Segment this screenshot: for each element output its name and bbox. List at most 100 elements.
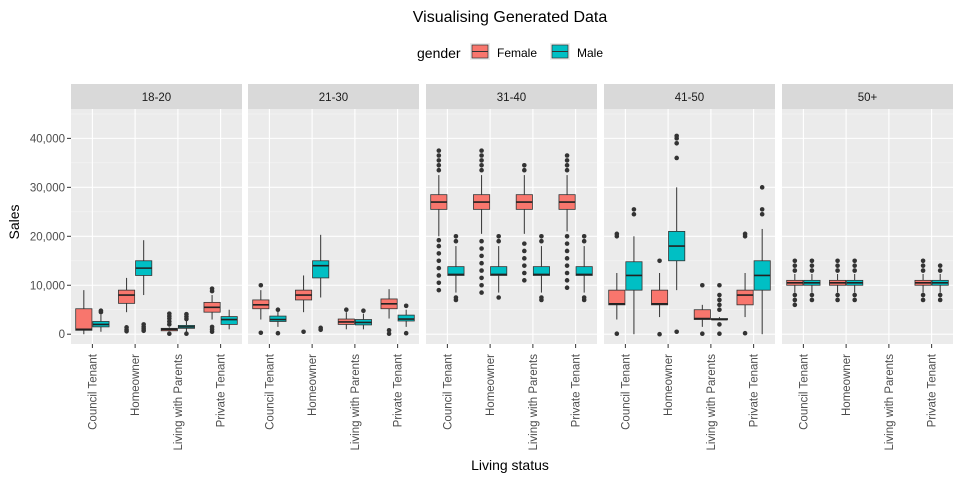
box-female — [515, 163, 533, 283]
outlier-point — [700, 282, 705, 288]
outlier-point — [835, 268, 840, 273]
outlier-point — [564, 248, 570, 254]
box-male — [220, 309, 238, 330]
outlier-point — [167, 331, 172, 337]
x-tick-label: Living with Parents — [528, 354, 540, 451]
outlier-point — [564, 278, 570, 283]
x-tick-label: Private Tenant — [393, 353, 405, 427]
outlier-point — [809, 297, 815, 303]
box-female — [651, 258, 669, 337]
outlier-point — [564, 153, 570, 158]
outlier-point — [564, 263, 570, 268]
outlier-point — [479, 260, 484, 266]
box-female — [473, 148, 491, 295]
outlier-point — [436, 280, 442, 286]
outlier-point — [631, 211, 637, 217]
box-male — [931, 263, 949, 303]
outlier-point — [522, 278, 527, 283]
box-female — [608, 231, 626, 337]
y-axis-title: Sales — [6, 204, 22, 239]
outlier-point — [436, 287, 442, 293]
outlier-point — [835, 258, 840, 264]
outlier-point — [581, 238, 587, 244]
outlier-point — [759, 185, 765, 190]
outlier-point — [522, 241, 527, 246]
box-male — [397, 303, 415, 336]
outlier-point — [937, 268, 943, 273]
box-male — [532, 233, 550, 303]
outlier-point — [564, 270, 570, 276]
facet-strip-label: 21-30 — [319, 92, 348, 104]
outlier-point — [141, 322, 146, 327]
x-tick-label: Council Tenant — [264, 353, 276, 430]
x-tick-label: Private Tenant — [749, 353, 761, 427]
box-female — [558, 153, 576, 290]
outlier-point — [344, 307, 349, 313]
outlier-point — [809, 263, 815, 268]
x-tick-label: Homeowner — [663, 354, 675, 416]
box-iqr — [693, 309, 711, 320]
outlier-point — [717, 282, 722, 288]
box-male — [269, 307, 287, 336]
outlier-point — [184, 311, 189, 317]
outlier-point — [937, 292, 943, 298]
x-tick-label: Homeowner — [485, 354, 497, 416]
outlier-point — [479, 268, 484, 273]
legend-label-male: Male — [577, 46, 603, 60]
x-tick-label: Private Tenant — [571, 353, 583, 427]
outlier-point — [564, 167, 570, 173]
outlier-point — [436, 265, 442, 271]
outlier-point — [792, 258, 798, 264]
outlier-point — [835, 263, 840, 268]
box-iqr — [118, 289, 136, 304]
box-male — [803, 258, 821, 303]
outlier-point — [436, 158, 442, 163]
outlier-point — [479, 282, 484, 288]
box-iqr — [490, 266, 508, 276]
outlier-point — [717, 297, 722, 303]
chart-title: Visualising Generated Data — [413, 9, 608, 26]
outlier-point — [809, 292, 815, 298]
outlier-point — [937, 297, 943, 303]
facet-strip — [426, 84, 597, 109]
outlier-point — [436, 148, 442, 153]
outlier-point — [792, 302, 798, 308]
x-tick-label: Living with Parents — [173, 354, 185, 451]
outlier-point — [453, 233, 459, 239]
legend-title: gender — [417, 45, 461, 61]
x-axis-title: Living status — [471, 457, 549, 473]
box-male — [135, 240, 153, 334]
facet-strip — [248, 84, 419, 109]
box-male — [575, 233, 593, 303]
outlier-point — [564, 285, 570, 290]
outlier-point — [436, 251, 442, 256]
outlier-point — [386, 327, 392, 333]
outlier-point — [717, 331, 722, 337]
outlier-point — [674, 155, 679, 161]
outlier-point — [496, 295, 501, 300]
x-tick-label: Private Tenant — [927, 353, 939, 427]
outlier-point — [436, 153, 442, 158]
box-female — [337, 307, 355, 330]
outlier-point — [275, 307, 281, 313]
facet-strip-label: 50+ — [858, 92, 878, 104]
outlier-point — [522, 163, 527, 168]
x-tick-label: Council Tenant — [87, 353, 99, 430]
outlier-point — [522, 256, 527, 261]
outlier-point — [920, 297, 926, 303]
outlier-point — [522, 167, 527, 173]
outlier-point — [657, 258, 662, 264]
x-tick-label: Living with Parents — [706, 354, 718, 451]
outlier-point — [124, 325, 129, 330]
outlier-point — [436, 163, 442, 168]
outlier-point — [920, 263, 926, 268]
box-female — [829, 258, 847, 303]
outlier-point — [453, 238, 459, 244]
box-male — [490, 233, 508, 300]
outlier-point — [564, 158, 570, 163]
panel-background — [782, 109, 953, 344]
box-male — [668, 133, 686, 335]
outlier-point — [657, 331, 662, 337]
outlier-point — [436, 243, 442, 249]
